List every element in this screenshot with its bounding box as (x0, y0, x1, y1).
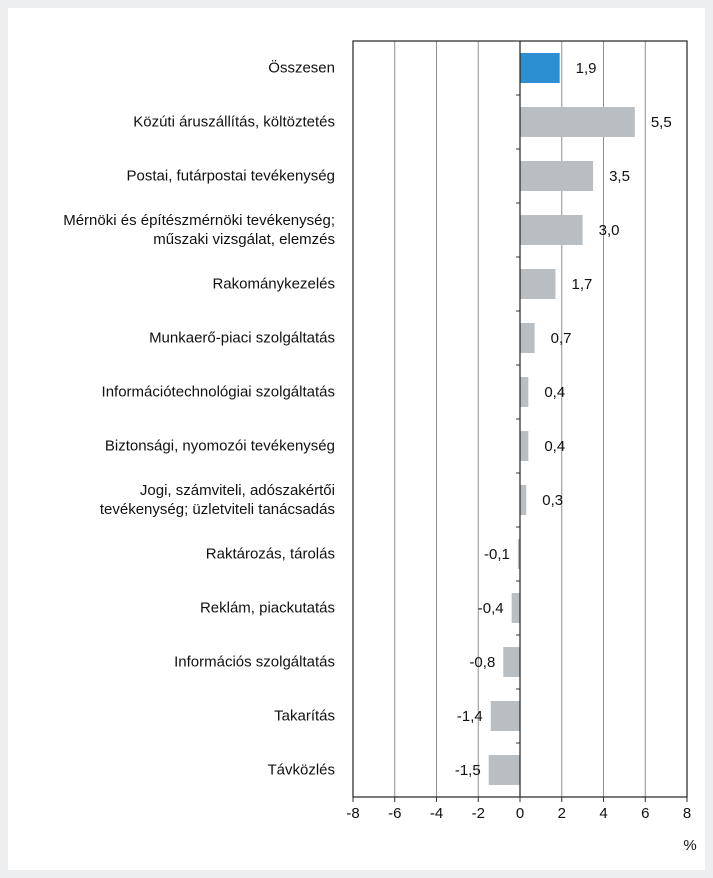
x-axis-label: % (683, 837, 696, 854)
value-label: -0,1 (484, 546, 510, 563)
category-label: Takarítás (274, 707, 335, 725)
value-label: 1,9 (576, 60, 597, 77)
category-label: Postai, futárpostai tevékenység (126, 167, 335, 185)
value-label: 0,3 (542, 492, 563, 509)
bar (520, 107, 635, 137)
value-label: 5,5 (651, 114, 672, 131)
bar (520, 323, 535, 353)
value-label: 3,5 (609, 168, 630, 185)
category-label: Közúti áruszállítás, költöztetés (133, 113, 335, 131)
bar (511, 593, 520, 623)
x-tick-label: -2 (472, 805, 485, 822)
x-tick-label: -6 (388, 805, 401, 822)
bar (520, 53, 560, 83)
category-label: Mérnöki és építészmérnöki tevékenység; m… (63, 212, 335, 248)
value-label: -1,5 (455, 762, 481, 779)
bar (503, 647, 520, 677)
x-tick-label: 8 (683, 805, 691, 822)
value-label: 0,4 (544, 438, 565, 455)
bar (520, 269, 556, 299)
category-label: Rakománykezelés (212, 275, 335, 293)
bar (520, 161, 594, 191)
x-tick-label: -4 (430, 805, 443, 822)
value-label: -1,4 (457, 708, 483, 725)
value-label: -0,4 (478, 600, 504, 617)
x-tick-label: 0 (516, 805, 524, 822)
value-label: -0,8 (469, 654, 495, 671)
value-label: 3,0 (599, 222, 620, 239)
bar (488, 755, 520, 785)
value-label: 0,4 (544, 384, 565, 401)
bar (520, 431, 529, 461)
x-tick-label: 2 (558, 805, 566, 822)
category-label: Információtechnológiai szolgáltatás (101, 383, 335, 401)
x-tick-label: -8 (346, 805, 359, 822)
category-label: Biztonsági, nyomozói tevékenység (104, 437, 335, 455)
panel (8, 8, 705, 870)
value-label: 0,7 (551, 330, 572, 347)
x-tick-label: 4 (599, 805, 607, 822)
bar (520, 485, 527, 515)
x-tick-label: 6 (641, 805, 649, 822)
bar (517, 539, 520, 569)
category-label: Reklám, piackutatás (199, 599, 335, 617)
category-label: Raktározás, tárolás (205, 545, 335, 563)
bar (520, 215, 583, 245)
category-label: Információs szolgáltatás (174, 653, 335, 671)
category-label: Távközlés (267, 761, 335, 779)
category-label: Összesen (268, 59, 335, 77)
bar (520, 377, 529, 407)
bar (490, 701, 520, 731)
category-label: Munkaerő-piaci szolgáltatás (149, 329, 335, 347)
value-label: 1,7 (571, 276, 592, 293)
category-label: Jogi, számviteli, adószakértői tevékenys… (99, 482, 335, 518)
